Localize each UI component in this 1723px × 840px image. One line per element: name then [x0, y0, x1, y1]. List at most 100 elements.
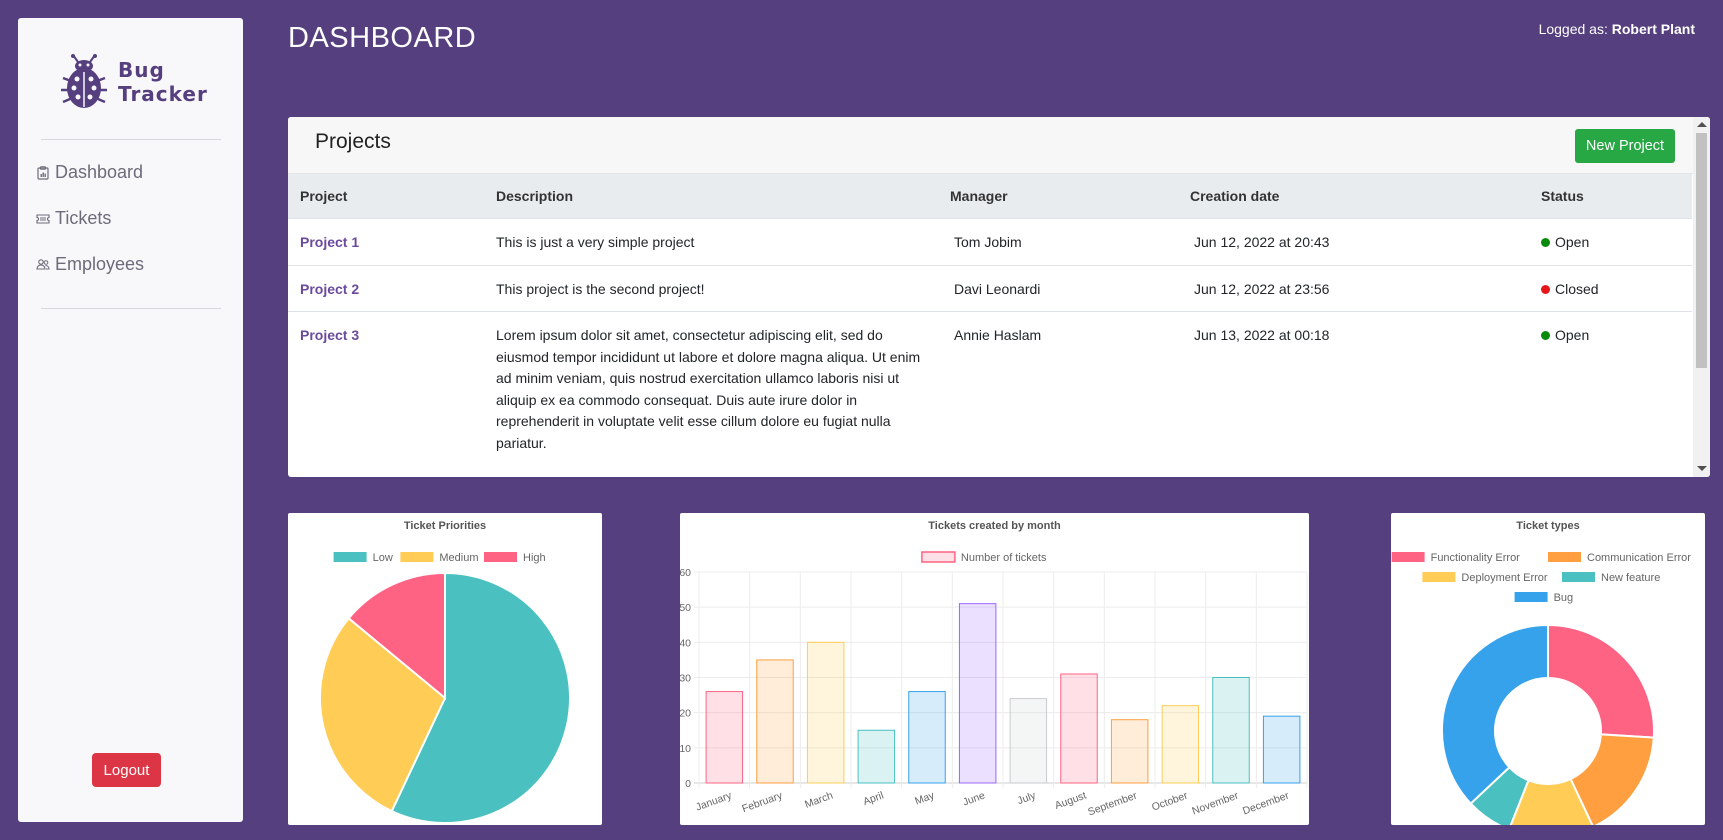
project-status: Open	[1529, 311, 1692, 465]
slice-functionality-error[interactable]	[1547, 623, 1655, 739]
ticket-types-chart-panel: Ticket types Functionality Error Communic…	[1391, 513, 1705, 838]
y-tick-label: 10	[680, 743, 691, 755]
legend-label[interactable]: Number of tickets	[961, 552, 1047, 564]
chart-title: Ticket Priorities	[403, 520, 487, 532]
project-date: Jun 12, 2022 at 23:56	[1178, 264, 1529, 312]
project-link[interactable]: Project 1	[288, 218, 484, 265]
user-name: Robert Plant	[1611, 21, 1695, 37]
y-tick-label: 60	[680, 567, 691, 579]
table-row[interactable]: Project 1 This is just a very simple pro…	[288, 218, 1692, 265]
project-status: Open	[1529, 218, 1692, 265]
bar-july[interactable]	[1009, 698, 1048, 784]
project-link[interactable]: Project 3	[288, 311, 484, 465]
projects-scrollbar[interactable]	[1693, 117, 1710, 477]
slice-bug[interactable]	[1441, 623, 1549, 805]
column-header[interactable]: Manager	[950, 188, 1008, 204]
legend-label[interactable]: Low	[373, 552, 393, 564]
x-tick-label: January	[694, 789, 734, 813]
bar-december[interactable]	[1262, 715, 1301, 784]
x-tick-label: September	[1086, 789, 1139, 818]
legend-swatch[interactable]	[1562, 572, 1595, 582]
x-tick-label: March	[803, 789, 835, 810]
bar-august[interactable]	[1060, 673, 1098, 784]
project-description: This is just a very simple project	[484, 218, 938, 265]
bar-february[interactable]	[756, 659, 794, 784]
legend-swatch[interactable]	[1422, 572, 1456, 582]
project-status: Closed	[1529, 264, 1692, 312]
legend-swatch[interactable]	[484, 552, 517, 562]
sidebar: Bug Tracker Dashboard Tickets Employees …	[18, 18, 243, 822]
legend-swatch[interactable]	[400, 552, 434, 562]
status-dot	[1541, 284, 1550, 294]
legend-label[interactable]: Functionality Error	[1431, 552, 1521, 564]
ticket-types-doughnut-chart[interactable]: Functionality Error Communication Error De…	[1391, 513, 1705, 838]
project-manager: Annie Haslam	[938, 311, 1178, 465]
y-tick-label: 0	[685, 778, 691, 790]
x-tick-label: December	[1241, 789, 1291, 817]
x-tick-label: July	[1016, 789, 1038, 807]
bar-may[interactable]	[908, 691, 946, 784]
status-label: Open	[1555, 327, 1590, 343]
status-dot	[1541, 238, 1550, 248]
legend-swatch[interactable]	[333, 552, 367, 562]
bar-september[interactable]	[1110, 719, 1149, 784]
sidebar-item-employees[interactable]: Employees	[35, 254, 144, 275]
x-tick-label: June	[961, 789, 987, 808]
legend-label[interactable]: High	[523, 552, 546, 564]
project-date: Jun 13, 2022 at 00:18	[1178, 311, 1529, 465]
x-tick-label: April	[862, 790, 886, 808]
scroll-down-icon[interactable]	[1697, 466, 1707, 471]
x-tick-label: November	[1190, 789, 1240, 817]
priorities-chart-panel: Ticket Priorities Low Medium High	[288, 513, 602, 825]
project-link[interactable]: Project 2	[288, 264, 484, 312]
column-header[interactable]: Project	[300, 188, 348, 204]
slice-high[interactable]	[347, 571, 446, 701]
slice-low[interactable]	[390, 571, 571, 824]
logout-button[interactable]: Logout	[92, 753, 161, 787]
status-dot	[1541, 331, 1550, 341]
ladybug-icon	[61, 54, 107, 108]
bar-january[interactable]	[705, 691, 744, 784]
bar-october[interactable]	[1161, 705, 1200, 784]
legend-label[interactable]: Deployment Error	[1461, 572, 1548, 584]
legend-label[interactable]: Communication Error	[1587, 552, 1691, 564]
slice-medium[interactable]	[319, 616, 447, 813]
app-logo[interactable]: Bug Tracker	[58, 42, 218, 122]
sidebar-item-tickets[interactable]: Tickets	[35, 208, 111, 229]
status-label: Closed	[1555, 280, 1599, 297]
new-project-button[interactable]: New Project	[1575, 129, 1675, 163]
x-tick-label: May	[913, 789, 936, 807]
column-header[interactable]: Description	[496, 188, 574, 204]
column-header[interactable]: Creation date	[1190, 188, 1280, 204]
status-label: Open	[1555, 234, 1590, 250]
legend-swatch[interactable]	[1391, 552, 1425, 562]
app-name-line1: Bug	[118, 58, 165, 82]
legend-label[interactable]: Medium	[439, 552, 478, 564]
people-icon	[35, 257, 51, 273]
table-header-row: Project Description Manager Creation dat…	[288, 174, 1692, 219]
x-tick-label: August	[1053, 790, 1088, 812]
tickets-month-bar-chart[interactable]: Number of tickets 0 10 20 30 40 50 60 January Feb…	[679, 513, 1309, 825]
table-row[interactable]: Project 3 Lorem ipsum dolor sit amet, co…	[288, 311, 1692, 465]
x-tick-label: February	[740, 789, 784, 815]
projects-title: Projects	[315, 130, 391, 153]
bar-june[interactable]	[958, 603, 997, 784]
sidebar-item-dashboard[interactable]: Dashboard	[35, 162, 143, 183]
project-manager: Tom Jobim	[938, 218, 1178, 265]
scroll-up-icon[interactable]	[1697, 122, 1707, 127]
bar-april[interactable]	[857, 729, 896, 784]
tickets-month-chart-panel: Tickets created by month Number of ticke…	[679, 513, 1309, 825]
bar-november[interactable]	[1212, 677, 1250, 784]
legend-label[interactable]: New feature	[1601, 572, 1660, 584]
bar-march[interactable]	[806, 641, 845, 784]
priorities-pie-chart[interactable]: Low Medium High	[288, 513, 602, 825]
legend-swatch[interactable]	[1514, 592, 1548, 602]
legend-swatch[interactable]	[921, 551, 956, 563]
project-manager: Davi Leonardi	[938, 264, 1178, 312]
scroll-thumb[interactable]	[1696, 133, 1707, 368]
column-header[interactable]: Status	[1541, 188, 1584, 204]
table-row[interactable]: Project 2 This project is the second pro…	[288, 264, 1692, 312]
legend-label[interactable]: Bug	[1554, 592, 1574, 604]
legend-swatch[interactable]	[1548, 552, 1581, 562]
x-tick-label: October	[1150, 789, 1190, 813]
